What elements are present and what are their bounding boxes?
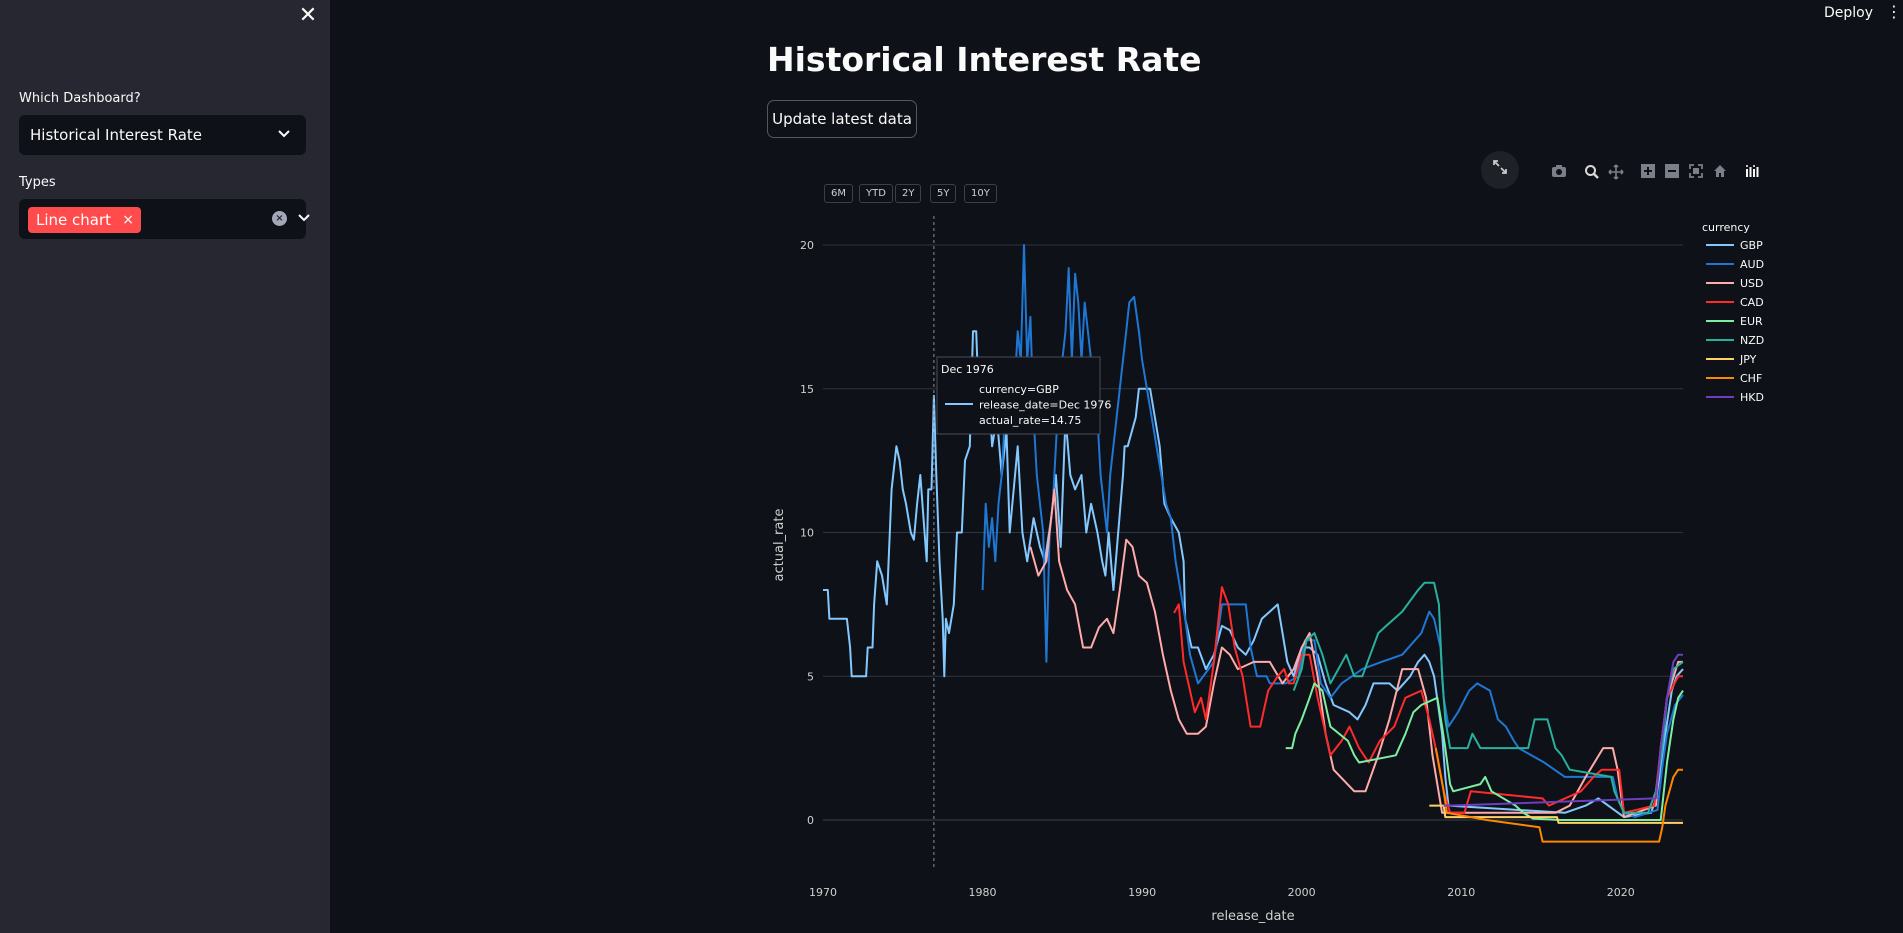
series-line-usd [1029,488,1683,819]
chevron-down-icon[interactable] [295,208,313,226]
clear-all-icon[interactable]: × [272,211,287,226]
dashboard-select[interactable]: Historical Interest Rate [19,115,306,155]
main-menu-icon[interactable]: ⋮ [1886,2,1902,21]
series-line-jpy [1429,804,1683,824]
y-tick-label: 15 [800,383,814,396]
x-tick-label: 1970 [809,886,837,899]
types-label: Types [19,175,56,190]
y-tick-label: 10 [800,527,814,540]
fullscreen-icon[interactable] [1481,151,1519,189]
series-line-nzd [1292,581,1684,814]
tag-remove-icon[interactable]: × [122,212,135,228]
range-button-5y[interactable]: 5Y [930,184,957,203]
zoom-out-icon[interactable] [1663,164,1681,182]
legend-item-chf: CHF [1740,372,1762,385]
legend-item-usd: USD [1740,277,1764,290]
legend-item-eur: EUR [1740,315,1763,328]
range-button-6m[interactable]: 6M [824,184,853,203]
zoom-in-icon[interactable] [1639,164,1657,182]
y-tick-label: 20 [800,239,814,252]
legend-item-jpy: JPY [1739,353,1757,366]
series-line-chf [1434,747,1683,843]
deploy-button[interactable]: Deploy [1824,5,1874,21]
page-title: Historical Interest Rate [767,40,1202,79]
home-icon[interactable] [1711,164,1729,182]
series-line-cad [1173,586,1683,814]
y-tick-label: 0 [807,814,814,827]
tooltip-header: Dec 1976 [941,363,994,376]
range-button-ytd[interactable]: YTD [859,184,893,203]
tooltip-line: currency=GBP [979,383,1059,396]
chevron-down-icon [275,124,293,142]
close-sidebar-button[interactable]: ✕ [298,3,318,28]
series-line-hkd [1443,653,1683,807]
y-axis-title: actual_rate [772,509,787,582]
tag-label: Line chart [36,211,112,229]
autoscale-icon[interactable] [1687,164,1705,182]
x-tick-label: 1990 [1128,886,1156,899]
legend-item-aud: AUD [1740,258,1764,271]
types-multiselect[interactable]: Line chart × × [19,199,310,239]
tooltip-box [936,356,1101,435]
sidebar: ✕ Which Dashboard? Historical Interest R… [0,0,330,933]
dashboard-select-value: Historical Interest Rate [30,126,202,144]
x-tick-label: 2010 [1447,886,1475,899]
series-line-gbp [823,330,1684,819]
series-line-eur [1285,682,1684,821]
zoom-icon[interactable] [1583,164,1601,182]
tooltip-line: release_date=Dec 1976 [979,399,1111,412]
range-button-2y[interactable]: 2Y [895,184,922,203]
camera-icon[interactable] [1550,164,1568,182]
dashboard-label: Which Dashboard? [19,91,141,106]
selected-tag-line-chart: Line chart × [28,207,142,233]
x-tick-label: 1980 [969,886,997,899]
legend-item-gbp: GBP [1740,239,1763,252]
plotly-logo-icon[interactable] [1743,164,1761,182]
x-tick-label: 2000 [1288,886,1316,899]
tooltip-line: actual_rate=14.75 [979,414,1081,427]
series-line-aud [981,244,1684,819]
update-latest-data-button[interactable]: Update latest data [767,100,917,138]
legend-item-hkd: HKD [1740,391,1764,404]
range-button-10y[interactable]: 10Y [964,184,997,203]
legend-item-nzd: NZD [1740,334,1764,347]
legend-item-cad: CAD [1740,296,1764,309]
x-axis-title: release_date [1211,909,1294,924]
legend-title: currency [1702,221,1750,234]
y-tick-label: 5 [807,670,814,683]
x-tick-label: 2020 [1607,886,1635,899]
pan-icon[interactable] [1607,164,1625,182]
